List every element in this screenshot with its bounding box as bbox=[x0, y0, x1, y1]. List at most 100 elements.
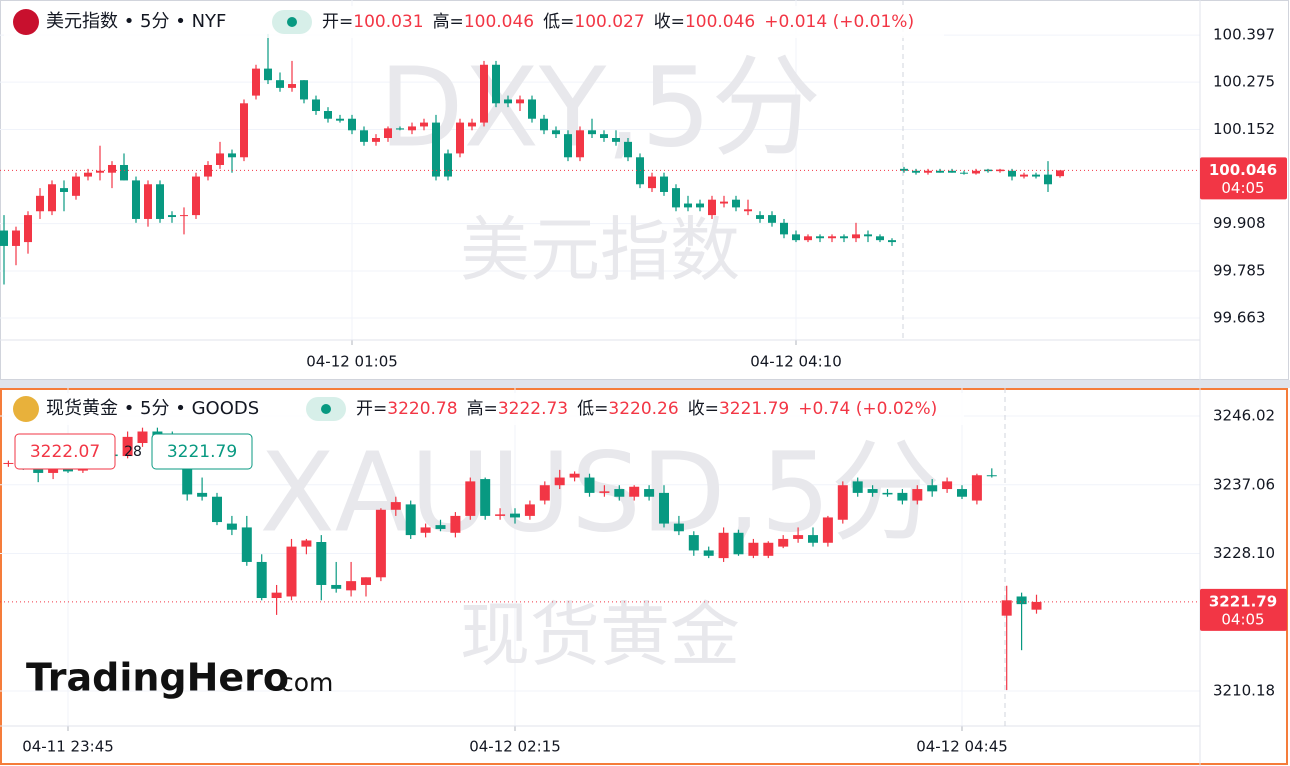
candle-body bbox=[468, 122, 476, 127]
candle-body bbox=[644, 489, 655, 497]
candle-body bbox=[837, 485, 848, 520]
x-tick-label: 04-12 02:15 bbox=[469, 738, 561, 756]
y-tick-label: 100.397 bbox=[1213, 26, 1275, 44]
candle-body bbox=[480, 479, 491, 516]
legend-title: 美元指数 • 5分 • NYF bbox=[46, 11, 226, 32]
candle-body bbox=[396, 128, 404, 130]
candle-body bbox=[524, 504, 535, 516]
candle-body bbox=[840, 236, 848, 239]
candle-body bbox=[241, 527, 252, 562]
legend-value: 3220.26 bbox=[608, 399, 678, 419]
candle-body bbox=[444, 153, 452, 177]
price-tag-value: 100.046 bbox=[1209, 161, 1277, 179]
candle-body bbox=[384, 128, 392, 139]
x-tick-label: 04-12 04:45 bbox=[916, 738, 1008, 756]
candle-body bbox=[137, 431, 148, 444]
candle-body bbox=[1001, 600, 1012, 616]
candle-body bbox=[900, 168, 908, 171]
candle-body bbox=[936, 170, 944, 173]
candle-body bbox=[822, 517, 833, 543]
legend-label: 低= bbox=[577, 399, 608, 419]
candle-body bbox=[228, 153, 236, 158]
candle-body bbox=[492, 64, 500, 104]
legend-value: 100.046 bbox=[685, 12, 755, 32]
candle-body bbox=[600, 134, 608, 139]
y-tick-label: 3228.10 bbox=[1213, 544, 1275, 562]
pane-separator bbox=[0, 380, 1290, 388]
legend-value: 3221.79 bbox=[719, 399, 789, 419]
candle-body bbox=[718, 532, 729, 559]
y-tick-label: 3246.02 bbox=[1213, 407, 1275, 425]
candle-body bbox=[420, 527, 431, 533]
candle-body bbox=[504, 99, 512, 104]
legend-value: 100.027 bbox=[574, 12, 644, 32]
candle-body bbox=[957, 489, 967, 497]
candle-body bbox=[3, 462, 14, 464]
y-tick-label: 100.152 bbox=[1213, 120, 1275, 138]
candle-body bbox=[360, 130, 368, 142]
status-dot bbox=[287, 17, 297, 27]
legend-bg bbox=[4, 393, 964, 425]
candle-body bbox=[300, 80, 308, 100]
candle-body bbox=[624, 141, 632, 158]
candle-body bbox=[132, 180, 140, 219]
candle-body bbox=[793, 535, 804, 539]
candle-body bbox=[256, 561, 267, 599]
candle-body bbox=[212, 496, 222, 523]
legend-change: +0.014 (+0.01%) bbox=[764, 12, 914, 32]
candle-body bbox=[288, 84, 296, 88]
candle-body bbox=[108, 164, 116, 173]
logo-suffix: .com bbox=[272, 668, 333, 697]
price-tag bbox=[1200, 157, 1287, 200]
candle-body bbox=[708, 199, 716, 216]
candle-body bbox=[216, 153, 224, 165]
candle-body bbox=[648, 176, 656, 189]
price-tag bbox=[1200, 588, 1287, 631]
crosshair-label: 28 bbox=[124, 444, 142, 460]
candle-body bbox=[614, 489, 625, 497]
legend-label: 收= bbox=[688, 399, 719, 419]
candle-body bbox=[599, 491, 610, 493]
candle-body bbox=[554, 477, 565, 486]
candle-body bbox=[867, 489, 878, 493]
candle-body bbox=[720, 201, 728, 204]
candle-body bbox=[778, 538, 789, 547]
candle-body bbox=[72, 176, 80, 196]
crosshair-label-box bbox=[14, 433, 116, 470]
candle-body bbox=[144, 184, 152, 219]
candle-body bbox=[1016, 596, 1027, 605]
crosshair-label: 3222.07 bbox=[30, 442, 100, 462]
y-tick-label: 100.275 bbox=[1213, 73, 1275, 91]
candle-body bbox=[331, 584, 342, 589]
candle-body bbox=[0, 230, 8, 246]
candle-body bbox=[696, 203, 704, 208]
candle-body bbox=[346, 581, 357, 591]
x-tick-label: 04-12 01:05 bbox=[306, 353, 398, 371]
legend-label: 收= bbox=[654, 12, 685, 32]
watermark: 美元指数 bbox=[460, 209, 740, 291]
candle-body bbox=[828, 236, 836, 239]
candle-body bbox=[612, 138, 620, 142]
candle-body bbox=[24, 215, 32, 243]
candle-body bbox=[286, 546, 297, 597]
candle-body bbox=[564, 134, 572, 158]
candle-body bbox=[420, 122, 428, 127]
candle-body bbox=[816, 236, 824, 239]
candle-body bbox=[948, 170, 956, 173]
candle-body bbox=[804, 236, 812, 241]
candle-body bbox=[276, 80, 284, 88]
candle-body bbox=[156, 184, 164, 219]
candle-body bbox=[390, 502, 401, 510]
candle-body bbox=[240, 103, 248, 158]
candle-body bbox=[924, 170, 932, 173]
candle-body bbox=[348, 118, 356, 131]
candle-body bbox=[197, 492, 208, 497]
candle-body bbox=[192, 176, 200, 216]
candle-body bbox=[312, 99, 320, 112]
price-tag-countdown: 04:05 bbox=[1221, 179, 1264, 197]
crosshair-label-box bbox=[151, 433, 253, 470]
candle-body bbox=[324, 111, 332, 119]
candle-body bbox=[897, 492, 908, 501]
candle-body bbox=[763, 542, 774, 556]
